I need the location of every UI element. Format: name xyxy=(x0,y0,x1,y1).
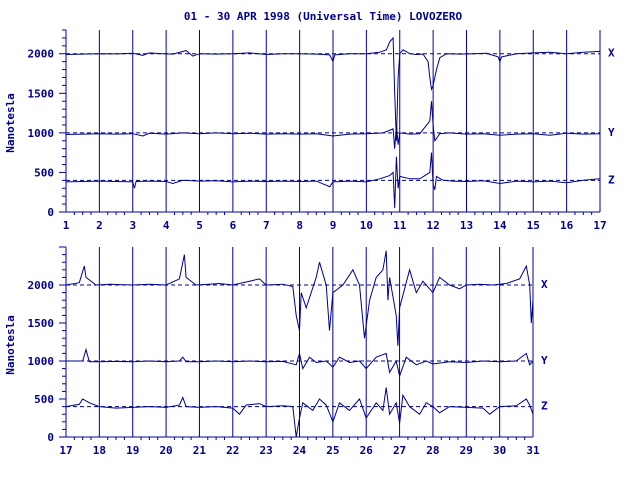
x-tick-label: 31 xyxy=(526,444,540,457)
x-tick-label: 19 xyxy=(126,444,139,457)
x-tick-label: 28 xyxy=(426,444,439,457)
x-tick-label: 8 xyxy=(296,219,303,232)
series-label-y: Y xyxy=(541,354,548,367)
series-line-y xyxy=(66,347,534,379)
x-tick-label: 21 xyxy=(193,444,207,457)
x-tick-label: 22 xyxy=(226,444,239,457)
panel-top: 1 2 3 4 5 6 7 8 9 10 11 12 13 14 15 16 17050010001500200… xyxy=(28,29,615,232)
series-line-z xyxy=(65,152,601,209)
x-tick-label: 17 xyxy=(593,219,606,232)
x-tick-label: 3 xyxy=(129,219,136,232)
x-tick-label: 25 xyxy=(326,444,339,457)
y-tick-label: 500 xyxy=(34,166,54,179)
x-tick-label: 10 xyxy=(360,219,373,232)
x-tick-label: 16 xyxy=(560,219,574,232)
series-line-x xyxy=(65,250,534,346)
y-tick-label: 0 xyxy=(47,431,54,444)
x-tick-label: 12 xyxy=(427,219,440,232)
series-label-x: X xyxy=(608,47,615,60)
x-tick-label: 20 xyxy=(159,444,172,457)
x-tick-label: 30 xyxy=(493,444,506,457)
x-tick-label: 17 xyxy=(59,444,72,457)
x-tick-label: 1 xyxy=(63,219,70,232)
x-tick-label: 24 xyxy=(293,444,307,457)
y-tick-label: 1500 xyxy=(28,87,55,100)
y-tick-label: 2000 xyxy=(28,279,55,292)
y-tick-label: 1500 xyxy=(28,317,55,330)
y-tick-label: 500 xyxy=(34,393,54,406)
y-axis-label-bottom: Nanotesla xyxy=(4,315,17,375)
x-tick-label: 15 xyxy=(527,219,540,232)
x-tick-label: 11 xyxy=(393,219,407,232)
y-axis-label-top: Nanotesla xyxy=(4,93,17,153)
series-label-z: Z xyxy=(541,400,548,413)
series-line-y xyxy=(65,101,601,149)
y-tick-label: 1000 xyxy=(28,127,55,140)
series-line-z xyxy=(65,387,534,438)
y-tick-label: 0 xyxy=(47,206,54,219)
series-label-z: Z xyxy=(608,173,615,186)
x-tick-label: 2 xyxy=(96,219,103,232)
x-tick-label: 29 xyxy=(460,444,473,457)
chart-title: 01 - 30 APR 1998 (Universal Time) LOVOZE… xyxy=(184,10,463,23)
x-tick-label: 6 xyxy=(230,219,237,232)
series-label-y: Y xyxy=(608,126,615,139)
x-tick-label: 13 xyxy=(460,219,473,232)
x-tick-label: 23 xyxy=(260,444,273,457)
series-line-x xyxy=(65,36,601,141)
x-tick-label: 9 xyxy=(330,219,337,232)
x-tick-label: 26 xyxy=(360,444,374,457)
y-tick-label: 2000 xyxy=(28,48,55,61)
series-label-x: X xyxy=(541,278,548,291)
x-tick-label: 4 xyxy=(163,219,170,232)
x-tick-label: 27 xyxy=(393,444,406,457)
x-tick-label: 18 xyxy=(93,444,106,457)
x-tick-label: 5 xyxy=(196,219,203,232)
x-tick-label: 7 xyxy=(263,219,270,232)
panel-bottom: 17 18 19 20 21 22 23 24 25 26 27 28 29 30 31 0 500 1000 15… xyxy=(28,246,548,457)
x-tick-label: 14 xyxy=(493,219,507,232)
y-tick-label: 1000 xyxy=(28,355,55,368)
